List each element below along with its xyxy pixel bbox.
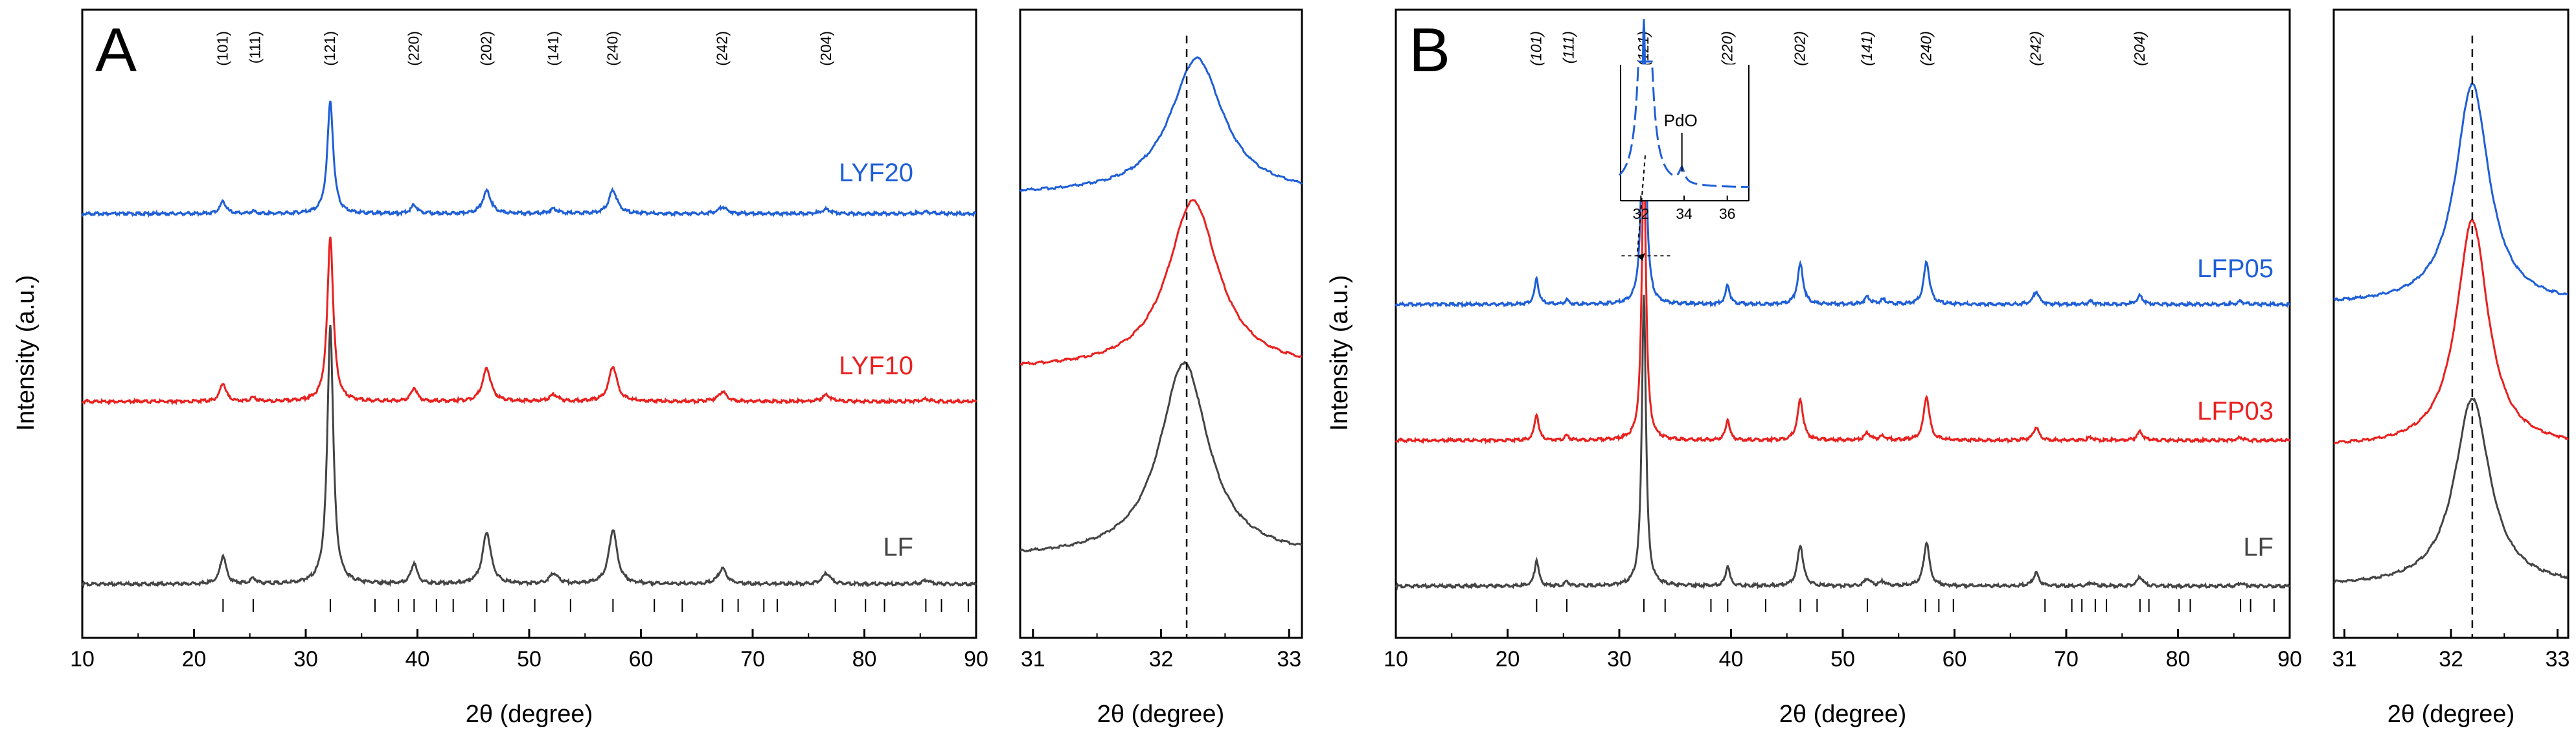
zoom-curves	[1019, 56, 1303, 552]
hkl-label: (111)	[246, 31, 263, 63]
x-tick-label: 80	[852, 647, 877, 672]
main-plot-frame	[81, 8, 977, 639]
hkl-label: (220)	[1718, 31, 1735, 66]
hkl-label: (242)	[2027, 31, 2044, 66]
x-axis-title: 2θ (degree)	[1779, 701, 1906, 728]
panel-label: B	[1409, 16, 1450, 85]
x-tick-label: 60	[1943, 647, 1967, 672]
reference-ticks	[222, 599, 969, 612]
inset-tick-label: 36	[1719, 205, 1736, 222]
x-tick-label: 10	[1384, 647, 1408, 672]
y-axis-title: Intensity (a.u.)	[12, 275, 40, 431]
hkl-label: (141)	[545, 31, 562, 66]
series-label: LFP03	[2197, 397, 2274, 425]
hkl-labels: (101) (111) (121) (220) (202) (141) (240) (242)…	[214, 31, 834, 66]
x-axis: 10 20 30 40 50 60 70 80 90	[70, 629, 988, 672]
series-line-lf	[1395, 295, 2290, 591]
pdo-label: PdO	[1664, 111, 1698, 130]
x-axis-title: 2θ (degree)	[466, 701, 593, 728]
series-label: LF	[883, 533, 913, 561]
main-plot-frame	[1395, 8, 2291, 639]
hkl-label: (204)	[817, 31, 834, 66]
inset-tick-label: 34	[1676, 205, 1693, 222]
hkl-label: (202)	[1791, 31, 1808, 66]
hkl-labels: (101) (111) (121) (220) (202) (141) (240) (242)…	[1527, 31, 2148, 66]
zoom-x-axis-title: 2θ (degree)	[2388, 701, 2514, 728]
series-labels: LYF20 LYF10 LF	[839, 159, 913, 561]
zoom-line-lyf20	[1019, 56, 1303, 193]
zoom-line-lf	[2333, 398, 2569, 584]
hkl-label: (240)	[1917, 31, 1934, 66]
zoom-x-tick-label: 33	[1277, 647, 1301, 672]
hkl-label: (202)	[477, 31, 494, 66]
hkl-label: (121)	[321, 31, 338, 66]
x-tick-label: 70	[740, 647, 765, 672]
x-tick-label: 30	[293, 647, 318, 672]
x-tick-label: 20	[1496, 647, 1520, 672]
panel-b: Intensity (a.u.) B (101) (111) (121) (220)(…	[1326, 8, 2570, 728]
zoom-line-lf	[1020, 361, 1303, 552]
x-tick-label: 70	[2054, 647, 2079, 672]
zoom-x-tick-label: 33	[2546, 647, 2570, 672]
series-line-lfp03	[1395, 149, 2291, 445]
series-label: LFP05	[2197, 254, 2274, 283]
x-tick-label: 80	[2166, 647, 2191, 672]
zoom-x-axis-title: 2θ (degree)	[1097, 701, 1224, 728]
zoom-line-lfp03	[2333, 218, 2570, 445]
series-line-lyf10	[81, 236, 977, 406]
panel-label: A	[95, 16, 137, 85]
hkl-label: (204)	[2131, 31, 2148, 66]
x-tick-label: 10	[70, 647, 95, 672]
curves	[1395, 19, 2291, 591]
zoom-x-tick-label: 31	[1021, 647, 1045, 672]
x-tick-label: 40	[1719, 647, 1744, 672]
zoom-x-tick-label: 31	[2332, 647, 2357, 672]
hkl-label: (101)	[1527, 31, 1544, 66]
zoom-line-lyf10	[1020, 198, 1303, 366]
hkl-label: (101)	[214, 31, 231, 66]
series-label: LYF10	[839, 352, 913, 380]
series-line-lf	[81, 324, 977, 589]
hkl-label: (220)	[405, 31, 422, 66]
inset-arrowhead	[1637, 253, 1645, 261]
inset-pointer	[1636, 155, 1646, 256]
series-label: LYF20	[839, 159, 913, 187]
x-tick-label: 40	[405, 647, 430, 672]
zoom-line-lfp05	[2333, 82, 2569, 302]
y-axis-title: Intensity (a.u.)	[1326, 275, 1353, 431]
hkl-label: (242)	[713, 31, 730, 66]
curves	[81, 100, 977, 589]
reference-ticks	[1536, 599, 2275, 612]
hkl-label: (240)	[604, 31, 621, 66]
hkl-label: (111)	[1560, 31, 1577, 63]
zoom-plot-frame	[1019, 8, 1303, 639]
x-tick-label: 30	[1607, 647, 1632, 672]
zoom-x-axis: 31 32 33	[1021, 629, 1301, 672]
x-tick-label: 20	[182, 647, 207, 672]
zoom-plot-frame	[2332, 8, 2570, 639]
x-tick-label: 50	[1830, 647, 1855, 672]
zoom-x-axis: 31 32 33	[2332, 629, 2570, 672]
series-line-lfp05	[1395, 19, 2290, 309]
x-tick-label: 90	[964, 647, 988, 672]
series-line-lyf20	[81, 100, 977, 218]
zoom-x-tick-label: 32	[2439, 647, 2463, 672]
series-labels: LFP05 LFP03 LF	[2197, 254, 2274, 561]
x-tick-label: 90	[2277, 647, 2302, 672]
x-axis: 10 20 30 40 50 60 70 80 90	[1384, 629, 2302, 672]
zoom-curves	[2333, 82, 2570, 584]
x-tick-label: 50	[517, 647, 541, 672]
zoom-x-tick-label: 32	[1149, 647, 1174, 672]
x-tick-label: 60	[629, 647, 654, 672]
pdo-inset: 323436PdO	[1618, 60, 1750, 261]
panel-a: Intensity (a.u.) A (101) (111) (121) (220)(…	[12, 8, 1303, 728]
hkl-label: (141)	[1858, 31, 1875, 66]
series-label: LF	[2243, 533, 2274, 561]
inset-line	[1618, 60, 1749, 188]
